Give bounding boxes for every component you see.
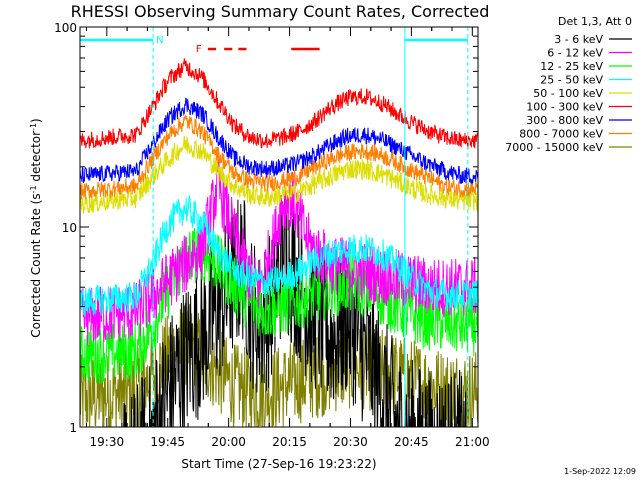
legend-label: 50 - 100 keV xyxy=(533,87,603,100)
legend-label: 3 - 6 keV xyxy=(554,33,603,46)
annotation-layer: NF xyxy=(80,27,469,427)
y-axis-label-sup2: -1 xyxy=(29,123,38,131)
legend-label: 100 - 300 keV xyxy=(526,101,603,114)
x-tick-label: 20:15 xyxy=(272,435,307,449)
legend-label: 7000 - 15000 keV xyxy=(505,141,603,154)
axis-layer: 19:30 19:45 20:00 20:15 20:30 20:45 21:00 1 10 10… xyxy=(54,21,490,449)
series-line xyxy=(80,135,478,214)
y-axis-label-sup1: -1 xyxy=(29,185,38,193)
legend-label: 12 - 25 keV xyxy=(540,60,603,73)
x-tick-label: 20:30 xyxy=(333,435,368,449)
series-line xyxy=(80,195,478,317)
x-tick-label: 21:00 xyxy=(455,435,490,449)
y-axis-label: Corrected Count Rate (s-1 detector-1) xyxy=(29,118,44,337)
x-axis-label: Start Time (27-Sep-16 19:23:22) xyxy=(181,457,376,471)
y-axis-label-part2: detector xyxy=(29,131,43,186)
series-line xyxy=(80,58,478,150)
series-layer xyxy=(80,58,478,427)
y-tick-label: 100 xyxy=(54,21,77,35)
chart-title: RHESSI Observing Summary Count Rates, Co… xyxy=(71,2,490,21)
night-label: N xyxy=(156,35,163,46)
legend-label: 25 - 50 keV xyxy=(540,74,603,87)
footer-date: 1-Sep-2022 12:09 xyxy=(564,467,636,476)
y-tick-label: 1 xyxy=(69,421,77,435)
y-axis-label-part3: ) xyxy=(29,118,43,123)
x-tick-label: 19:45 xyxy=(150,435,185,449)
series-line xyxy=(80,302,478,427)
x-tick-label: 20:45 xyxy=(394,435,429,449)
legend-label: 300 - 800 keV xyxy=(526,114,603,127)
series-line xyxy=(80,97,478,186)
legend-label: 800 - 7000 keV xyxy=(519,128,603,141)
series-line xyxy=(80,114,478,200)
legend-label: 6 - 12 keV xyxy=(547,47,603,60)
x-tick-label: 20:00 xyxy=(211,435,246,449)
flare-label: F xyxy=(196,44,202,55)
y-axis-label-part1: Corrected Count Rate (s xyxy=(29,193,43,337)
x-tick-label: 19:30 xyxy=(90,435,125,449)
series-line xyxy=(80,159,478,347)
legend-title: Det 1,3, Att 0 xyxy=(558,15,632,28)
y-tick-label: 10 xyxy=(62,221,77,235)
